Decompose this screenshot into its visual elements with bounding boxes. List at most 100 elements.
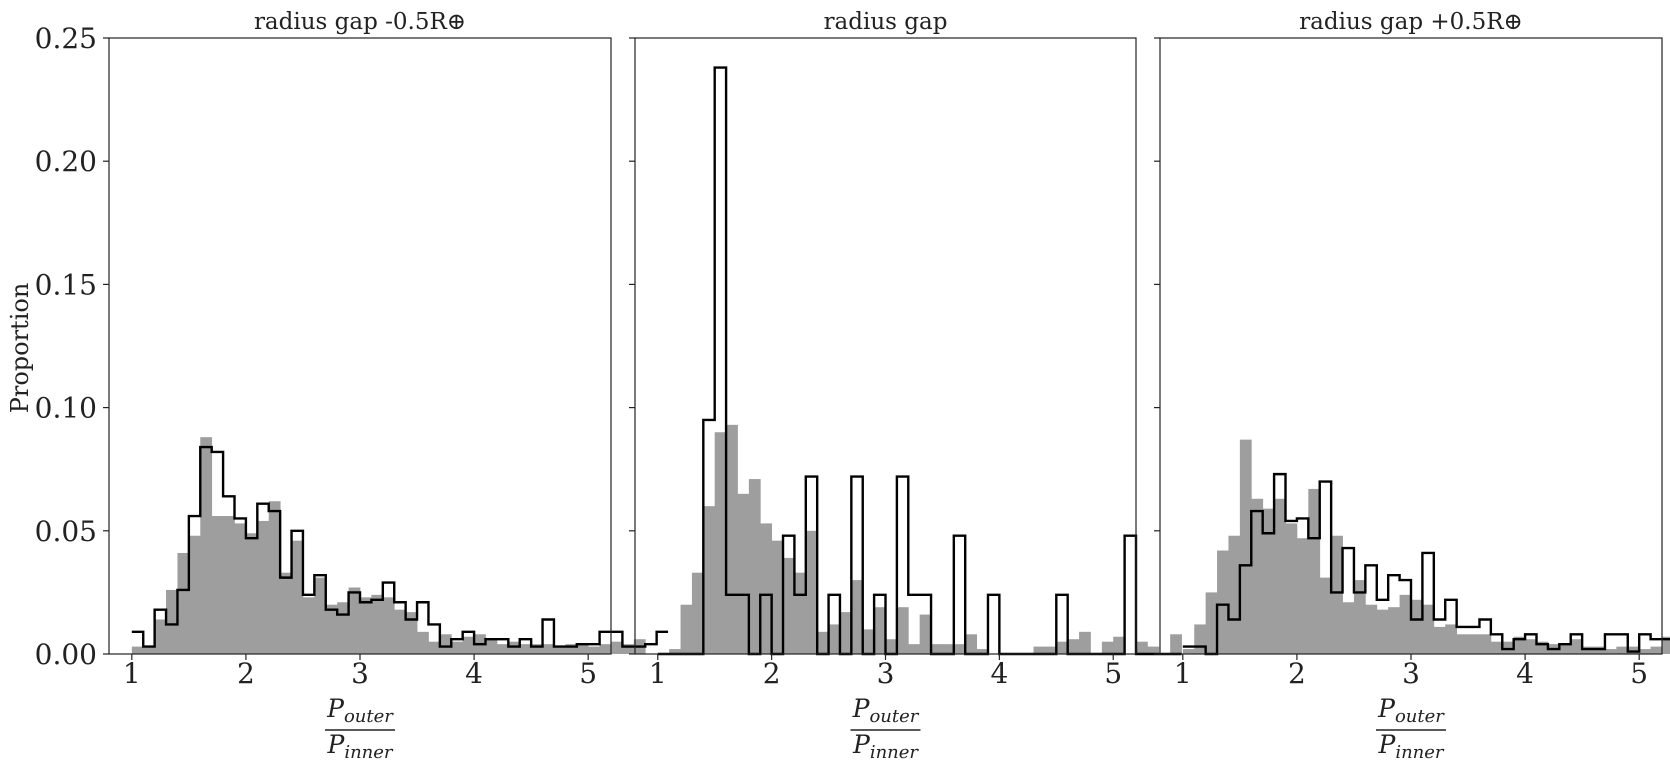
step-outline bbox=[1182, 472, 1670, 656]
histogram-bar bbox=[1262, 508, 1275, 654]
x-axis-label-numerator: Pouter bbox=[1377, 694, 1445, 727]
histogram-bar bbox=[166, 589, 178, 654]
histogram-bar bbox=[611, 641, 623, 654]
histogram-bar bbox=[1319, 577, 1332, 654]
histogram-bar bbox=[726, 424, 738, 654]
histogram-bar bbox=[1136, 641, 1148, 654]
histogram-bar bbox=[223, 516, 235, 654]
x-tick-label: 5 bbox=[579, 657, 597, 690]
histogram-bar bbox=[1468, 634, 1480, 654]
histogram-bar bbox=[143, 646, 156, 654]
x-axis-label-denominator: Pinner bbox=[326, 730, 393, 763]
histogram-bar bbox=[1604, 649, 1617, 654]
histogram-bar bbox=[1067, 639, 1080, 654]
histogram-bar bbox=[1662, 636, 1670, 654]
histogram-bar bbox=[177, 552, 190, 654]
histogram-bar bbox=[919, 614, 932, 654]
histogram-bar bbox=[1365, 604, 1378, 654]
histogram-bar bbox=[1627, 646, 1640, 654]
histogram-bar bbox=[931, 644, 943, 654]
x-tick-label: 5 bbox=[1630, 657, 1648, 690]
x-tick-label: 1 bbox=[123, 657, 141, 690]
histogram-bar bbox=[1502, 641, 1515, 654]
histogram-bar bbox=[828, 624, 841, 654]
histogram-panel: radius gap -0.5R⊕ 1 2 3 4 5 0.00 0.05 0.10 0.15 0.… bbox=[35, 9, 669, 763]
step-outline bbox=[131, 445, 669, 648]
histogram-bar bbox=[371, 594, 384, 654]
histogram-bar bbox=[1147, 646, 1160, 654]
histogram-bar bbox=[325, 604, 338, 654]
histogram-bar bbox=[783, 557, 795, 654]
x-axis-label-denominator: Pinner bbox=[852, 730, 919, 763]
histogram-bar bbox=[337, 602, 349, 654]
histogram-bar bbox=[817, 631, 829, 654]
histogram-bar bbox=[908, 644, 921, 654]
histogram-bar bbox=[1170, 634, 1182, 654]
panel-title: radius gap +0.5R⊕ bbox=[1299, 9, 1523, 35]
histogram-bar bbox=[771, 540, 784, 654]
histogram-bar bbox=[588, 646, 600, 654]
histogram-bar bbox=[485, 639, 498, 654]
histogram-bar bbox=[1285, 523, 1298, 654]
x-tick-label: 3 bbox=[351, 657, 369, 690]
histogram-bar bbox=[1296, 538, 1309, 654]
histogram-bar bbox=[599, 644, 612, 654]
histogram-bar bbox=[245, 533, 258, 654]
histogram-bar bbox=[680, 604, 693, 654]
histogram-bar bbox=[394, 609, 407, 654]
histogram-bar bbox=[691, 572, 704, 654]
histogram-bar bbox=[1079, 631, 1091, 654]
histogram-bar bbox=[1456, 634, 1469, 654]
x-tick-label: 4 bbox=[1516, 657, 1534, 690]
histogram-bar bbox=[942, 644, 955, 654]
histogram-bar bbox=[348, 587, 361, 654]
histogram-bar bbox=[211, 516, 224, 654]
x-tick-label: 2 bbox=[237, 657, 255, 690]
histogram-bar bbox=[200, 437, 213, 654]
histogram-bar bbox=[1353, 580, 1366, 654]
histogram-bar bbox=[760, 523, 773, 654]
histogram-bar bbox=[794, 572, 807, 654]
histogram-bar bbox=[451, 641, 464, 654]
histogram-bar bbox=[839, 612, 852, 654]
histogram-bar bbox=[1308, 488, 1321, 654]
histogram-bar bbox=[896, 607, 909, 654]
histogram-bar bbox=[1274, 498, 1286, 654]
histogram-bar bbox=[439, 634, 452, 654]
histogram-bar bbox=[1490, 641, 1503, 654]
histogram-bar bbox=[1331, 535, 1343, 654]
histogram-bar bbox=[622, 644, 635, 654]
histogram-bar bbox=[496, 644, 509, 654]
histogram-bar bbox=[154, 619, 167, 654]
histogram-bar bbox=[1044, 646, 1057, 654]
x-tick-label: 2 bbox=[763, 657, 781, 690]
histogram-bar bbox=[862, 629, 875, 654]
histogram-bar bbox=[268, 501, 281, 654]
y-tick-label: 0.15 bbox=[35, 268, 97, 301]
histogram-bar bbox=[1582, 646, 1594, 654]
histogram-bar bbox=[805, 530, 818, 654]
histogram-bar bbox=[1570, 639, 1583, 654]
x-tick-label: 3 bbox=[877, 657, 895, 690]
histogram-bar bbox=[953, 644, 966, 654]
y-tick-label: 0.00 bbox=[35, 638, 97, 671]
histogram-bar bbox=[302, 597, 315, 654]
histogram-bar bbox=[1513, 636, 1526, 654]
x-tick-label: 5 bbox=[1104, 657, 1122, 690]
histogram-bar bbox=[1205, 592, 1218, 654]
histogram-bar bbox=[1536, 641, 1549, 654]
histogram-bar bbox=[405, 612, 418, 654]
histogram-bar bbox=[1559, 644, 1572, 654]
histogram-bar bbox=[280, 572, 292, 654]
histogram-bar bbox=[291, 540, 304, 654]
panels: radius gap -0.5R⊕ 1 2 3 4 5 0.00 0.05 0.10 0.15 0.… bbox=[35, 9, 1670, 763]
x-tick-label: 4 bbox=[465, 657, 483, 690]
histogram-bar bbox=[131, 646, 144, 654]
histogram-bar bbox=[851, 580, 864, 654]
y-tick-label: 0.10 bbox=[35, 392, 97, 425]
histogram-bar bbox=[885, 639, 898, 654]
histogram-bar bbox=[1056, 641, 1069, 654]
panel-title: radius gap -0.5R⊕ bbox=[254, 9, 466, 35]
